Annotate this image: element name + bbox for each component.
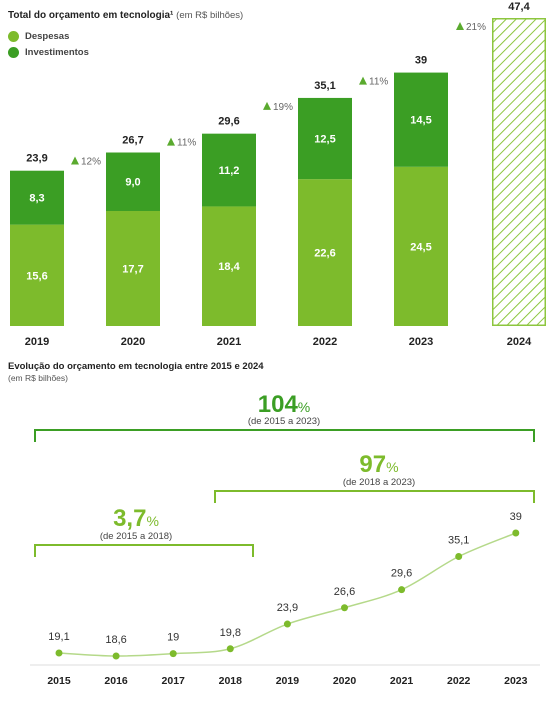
- bar-despesas-2020: [106, 210, 160, 326]
- line-x-tick-2022: 2022: [447, 675, 471, 687]
- label-despesas-2023: 24,5: [410, 241, 431, 253]
- growth-range-2015-2018: (de 2015 a 2018): [100, 531, 172, 542]
- growth-value-2015-2023: 104%: [258, 391, 311, 418]
- growth-arrow-icon: [71, 156, 79, 165]
- line-x-tick-2017: 2017: [162, 675, 186, 687]
- label-despesas-2020: 17,7: [122, 263, 143, 275]
- label-total-2022: 35,1: [314, 80, 335, 92]
- label-investimentos-2023: 14,5: [410, 115, 431, 127]
- growth-arrow-icon: [359, 76, 367, 85]
- line-chart-title: Evolução do orçamento em tecnologia entr…: [8, 361, 264, 372]
- legend-investimentos-swatch: [8, 47, 19, 58]
- label-investimentos-2021: 11,2: [219, 165, 240, 177]
- bracket-2018-2023: [214, 490, 535, 503]
- label-total-2023: 39: [415, 55, 427, 67]
- stacked-bar-chart: 15,6 8,3 23,9 2019 17,7 9,0 26,7 2020 18,4 11,2 29…: [10, 1, 546, 348]
- line-point-2018: [226, 645, 234, 653]
- line-point-2021: [398, 586, 406, 594]
- line-chart-unit: (em R$ bilhões): [8, 373, 68, 383]
- x-tick-2021: 2021: [217, 336, 241, 348]
- legend-despesas-label: Despesas: [25, 31, 70, 42]
- growth-unit-2015-2018: %: [146, 513, 158, 529]
- x-tick-2020: 2020: [121, 336, 145, 348]
- bar-despesas-2022: [298, 179, 352, 326]
- line-point-2020: [341, 604, 348, 612]
- legend-despesas-swatch: [8, 31, 19, 42]
- line-value-2023: 39: [510, 511, 522, 523]
- bar-despesas-2023: [394, 166, 448, 326]
- bar-investimentos-2021: [202, 133, 256, 207]
- label-investimentos-2022: 12,5: [314, 134, 335, 146]
- line-point-2023: [512, 529, 520, 537]
- line-value-2015: 19,1: [48, 631, 69, 643]
- line-x-tick-2018: 2018: [219, 675, 243, 687]
- line-point-2017: [169, 650, 177, 658]
- growth-label-2021: 11%: [177, 138, 196, 149]
- growth-label-2022: 19%: [273, 102, 293, 113]
- x-tick-2023: 2023: [409, 336, 433, 348]
- growth-label-2020: 12%: [81, 157, 101, 168]
- line-x-tick-2021: 2021: [390, 675, 414, 687]
- label-investimentos-2020: 9,0: [125, 177, 140, 189]
- line-value-2022: 35,1: [448, 535, 469, 547]
- x-tick-2022: 2022: [313, 336, 337, 348]
- growth-range-2018-2023: (de 2018 a 2023): [343, 477, 415, 488]
- growth-value-2015-2018: 3,7%: [113, 505, 159, 532]
- bar-investimentos-2023: [394, 72, 448, 167]
- bar-investimentos-2020: [106, 152, 160, 211]
- line-x-tick-2020: 2020: [333, 675, 357, 687]
- line-value-2019: 23,9: [277, 602, 298, 614]
- growth-arrow-icon: [456, 22, 464, 30]
- bar-despesas-2019: [10, 224, 64, 326]
- line-point-2019: [283, 620, 291, 628]
- growth-arrow-icon: [263, 101, 271, 110]
- growth-label-2023: 11%: [369, 77, 388, 88]
- growth-range-2015-2023: (de 2015 a 2023): [248, 416, 320, 427]
- growth-value-2018-2023: 97%: [359, 451, 398, 478]
- growth-unit-2018-2023: %: [386, 459, 398, 475]
- growth-number-2015-2023: 104: [258, 391, 299, 418]
- line-value-2016: 18,6: [105, 634, 126, 646]
- line-point-2016: [112, 652, 120, 660]
- line-value-2021: 29,6: [391, 568, 412, 580]
- line-value-2017: 19: [167, 632, 179, 644]
- line-x-tick-2016: 2016: [104, 675, 128, 687]
- line-value-2018: 19,8: [220, 627, 241, 639]
- bar-investimentos-2022: [298, 97, 352, 180]
- growth-arrow-icon: [167, 137, 175, 146]
- bar-projected-2024: [492, 18, 546, 326]
- bar-despesas-2021: [202, 206, 256, 326]
- line-x-tick-2015: 2015: [47, 675, 71, 687]
- line-x-tick-2019: 2019: [276, 675, 300, 687]
- x-tick-2024: 2024: [507, 336, 532, 348]
- legend-despesas: Despesas: [8, 31, 69, 42]
- label-total-2024: 47,4: [508, 1, 530, 13]
- label-investimentos-2019: 8,3: [29, 193, 44, 205]
- growth-unit-2015-2023: %: [298, 399, 310, 415]
- x-tick-2019: 2019: [25, 336, 49, 348]
- label-total-2019: 23,9: [26, 153, 47, 165]
- bar-chart-title: Total do orçamento em tecnologia¹ (em R$…: [8, 10, 243, 21]
- legend-investimentos: Investimentos: [8, 47, 89, 58]
- legend-investimentos-label: Investimentos: [25, 47, 89, 58]
- growth-number-2018-2023: 97: [359, 451, 386, 478]
- line-point-2022: [455, 553, 463, 561]
- label-despesas-2019: 15,6: [26, 270, 47, 282]
- line-series: [58, 532, 517, 657]
- label-despesas-2021: 18,4: [218, 261, 240, 273]
- growth-number-2015-2018: 3,7: [113, 505, 146, 532]
- bar-chart-unit: (em R$ bilhões): [176, 10, 244, 21]
- label-total-2020: 26,7: [122, 135, 143, 147]
- bracket-2015-2018: [34, 544, 254, 557]
- line-value-2020: 26,6: [334, 586, 355, 598]
- line-x-tick-2023: 2023: [504, 675, 528, 687]
- line-point-2015: [55, 649, 63, 657]
- bar-investimentos-2019: [10, 170, 64, 225]
- growth-label-2024: 21%: [466, 22, 486, 33]
- label-total-2021: 29,6: [218, 116, 239, 128]
- bracket-2015-2023: [34, 429, 535, 442]
- bar-chart-title-text: Total do orçamento em tecnologia¹: [8, 10, 174, 21]
- label-despesas-2022: 22,6: [314, 248, 335, 260]
